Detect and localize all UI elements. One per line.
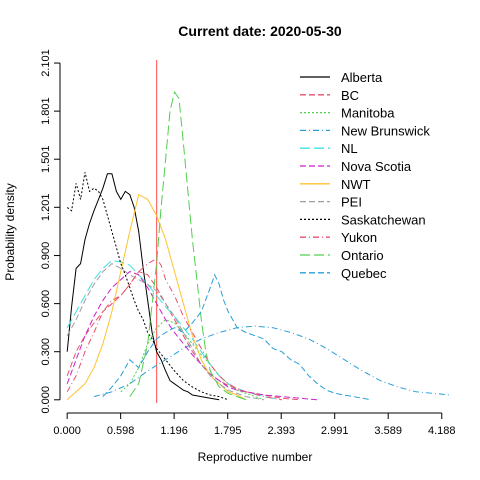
x-tick-label: 0.000 [53,425,81,437]
x-tick-label: 2.991 [321,425,349,437]
x-tick-label: 1.196 [160,425,188,437]
legend-label: Nova Scotia [341,159,412,174]
legend-label: Manitoba [341,106,395,121]
legend-label: BC [341,88,359,103]
series-line-saskatchewan [66,172,229,401]
x-tick-label: 0.598 [107,425,135,437]
legend-label: PEI [341,195,362,210]
series-lines [66,90,451,401]
x-tick-label: 3.589 [374,425,402,437]
plot-area: 0.000 0.300 0.600 0.900 1.201 1.501 1.801 2.101… [40,49,456,437]
y-tick-label: 0.600 [40,290,52,318]
series-line-nl [66,259,282,401]
legend-label: Ontario [341,248,384,263]
series-line-yukon [66,258,282,401]
y-tick-label: 0.000 [40,386,52,414]
y-tick-label: 0.900 [40,242,52,270]
series-line-nova-scotia [66,271,318,401]
y-tick-label: 1.501 [40,145,52,173]
chart-title: Current date: 2020-05-30 [178,23,342,39]
x-tick-label: 1.795 [214,425,242,437]
legend-label: NWT [341,177,371,192]
series-line-pei [66,262,264,401]
series-line-ontario [129,90,247,401]
y-ticks: 0.000 0.300 0.600 0.900 1.201 1.501 1.801 2.101 [40,49,60,414]
legend-label: Quebec [341,266,387,281]
legend: Alberta BC Manitoba New Brunswick NL Nova Sco… [300,70,430,281]
legend-label: Yukon [341,230,377,245]
legend-label: NL [341,141,358,156]
legend-label: New Brunswick [341,123,430,138]
y-tick-label: 0.300 [40,338,52,366]
legend-label: Alberta [341,70,383,85]
x-tick-label: 4.188 [428,425,456,437]
legend-label: Saskatchewan [341,212,426,227]
y-tick-label: 1.801 [40,97,52,125]
series-line-quebec [102,273,372,401]
series-line-manitoba [120,319,265,401]
x-axis-label: Reproductive number [198,450,313,464]
x-tick-label: 2.393 [267,425,295,437]
x-ticks: 0.000 0.598 1.196 1.795 2.393 2.991 3.589 4.188 [53,413,456,437]
series-line-new-brunswick [93,325,451,398]
series-line-bc [66,271,300,401]
y-tick-label: 2.101 [40,49,52,77]
y-axis-label: Probability density [3,183,17,280]
y-tick-label: 1.201 [40,194,52,222]
series-line-alberta [66,173,220,401]
